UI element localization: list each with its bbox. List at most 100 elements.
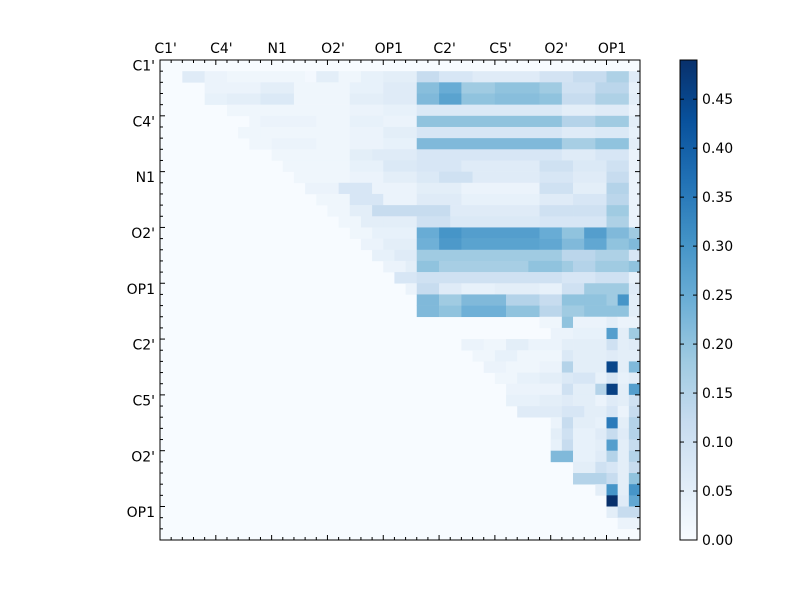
heatmap-cell [439, 82, 462, 94]
heatmap-cell [494, 160, 540, 172]
heatmap-cell [338, 216, 362, 228]
heatmap-cell [439, 294, 462, 306]
x-tick-labels: C1' C4' N1 O2' OP1 C2' C5' O2' OP1 [154, 41, 626, 57]
heatmap-cell [561, 82, 596, 94]
heatmap-cell [617, 350, 630, 362]
heatmap-cell [383, 260, 406, 273]
heatmap-cell [439, 71, 473, 83]
x-tick-label: OP1 [598, 41, 626, 57]
heatmap-cell [539, 216, 574, 228]
heatmap-cell [349, 126, 384, 139]
heatmap-cell [461, 339, 485, 351]
y-tick-labels: C1' C4' N1 O2' OP1 C2' C5' O2' OP1 [127, 59, 155, 522]
heatmap-cell [628, 115, 641, 128]
heatmap-cell [561, 149, 596, 161]
heatmap-cell [561, 350, 574, 362]
heatmap-cell [416, 227, 440, 239]
heatmap-cell [383, 216, 418, 228]
heatmap-cell [316, 115, 351, 128]
heatmap-cell [372, 149, 418, 161]
heatmap-cell [628, 104, 641, 117]
heatmap-cell [617, 484, 630, 496]
heatmap-cell [573, 182, 607, 195]
heatmap-cell [439, 93, 462, 105]
heatmap-cell [260, 82, 295, 94]
heatmap-cell [461, 93, 496, 105]
heatmap-cell [628, 439, 641, 451]
heatmap-cell [494, 350, 518, 362]
heatmap-cell [416, 272, 563, 284]
heatmap-cell [327, 205, 351, 217]
colorbar-tick-label: 0.00 [702, 533, 733, 549]
heatmap-cell [550, 417, 563, 429]
heatmap-cell [573, 394, 596, 407]
heatmap-cell [561, 272, 596, 284]
heatmap-cell [416, 249, 563, 262]
heatmap-cell [316, 193, 351, 206]
heatmap-cell [617, 439, 630, 451]
heatmap-cell [606, 450, 618, 463]
heatmap-cell [561, 260, 574, 273]
heatmap-cell [606, 160, 630, 172]
heatmap-cell [461, 294, 507, 306]
heatmap-cell [606, 372, 618, 385]
heatmap-cell [461, 283, 496, 295]
x-tick-label: C2' [433, 41, 456, 57]
heatmap-cell [606, 283, 630, 295]
heatmap-cell [606, 71, 630, 83]
heatmap-cell [595, 461, 607, 474]
heatmap-cell [606, 417, 618, 429]
heatmap-cell [561, 104, 596, 117]
heatmap-cell [573, 260, 596, 273]
heatmap-cell [595, 428, 607, 440]
heatmap-cell [539, 82, 563, 94]
colorbar-tick-label: 0.45 [702, 92, 733, 108]
heatmap-cell [628, 305, 641, 318]
heatmap-cell [617, 361, 630, 373]
heatmap-cell [271, 138, 317, 150]
heatmap-cell [617, 305, 630, 318]
heatmap-cell [573, 428, 596, 440]
heatmap-cell [561, 394, 574, 407]
heatmap-cell [595, 138, 630, 150]
heatmap-cell [561, 406, 585, 418]
heatmap-cell [617, 517, 641, 530]
heatmap-cell [628, 283, 641, 295]
heatmap-cell [617, 294, 630, 306]
heatmap-cell [349, 104, 384, 117]
heatmap-cell [561, 361, 574, 373]
heatmap-cell [539, 160, 574, 172]
heatmap-cell [204, 71, 228, 83]
heatmap-cell [561, 227, 585, 239]
heatmap-cell [595, 93, 630, 105]
heatmap-cell [573, 361, 607, 373]
heatmap-cell [628, 495, 641, 507]
heatmap-cell [383, 82, 418, 94]
heatmap-cell [573, 193, 607, 206]
heatmap-cell [561, 238, 585, 251]
heatmap-cell [561, 439, 574, 451]
heatmap-cell [595, 372, 607, 385]
heatmap-cell [573, 439, 596, 451]
heatmap-cell [595, 383, 607, 396]
heatmap-cell [606, 473, 618, 485]
heatmap-cell [573, 316, 607, 329]
heatmap-cell [416, 149, 563, 161]
heatmap-cell [293, 93, 351, 105]
colorbar-tick-label: 0.20 [702, 337, 733, 353]
heatmap-cell [226, 82, 261, 94]
heatmap-cell [293, 171, 351, 184]
heatmap-cell [628, 350, 641, 362]
heatmap-cell [628, 406, 641, 418]
heatmap-cell [305, 182, 339, 195]
heatmap-cell [584, 227, 607, 239]
heatmap-cell [528, 339, 563, 351]
heatmap-cell [573, 339, 607, 351]
heatmap-cell [606, 216, 630, 228]
heatmap-cell [539, 71, 574, 83]
heatmap-cell [461, 227, 540, 239]
heatmap-cell [260, 115, 317, 128]
y-tick-label: O2' [131, 226, 155, 242]
heatmap-cell [617, 495, 630, 507]
